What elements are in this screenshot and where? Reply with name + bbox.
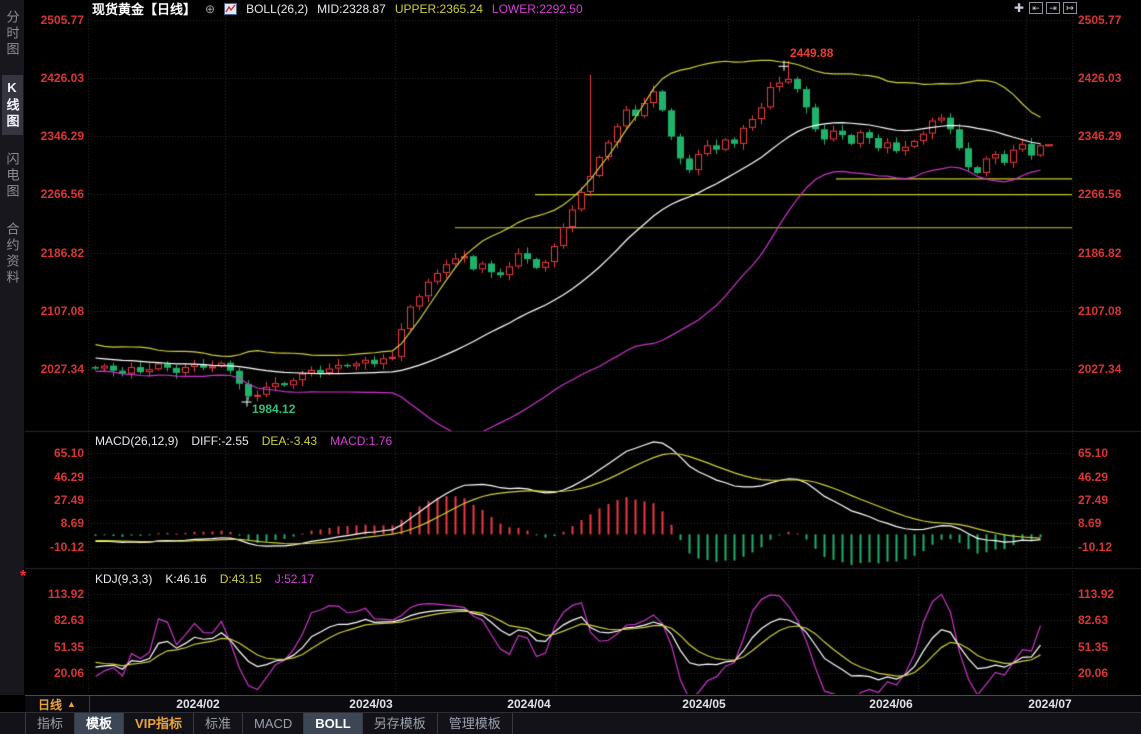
toolbar-item-vip-indicators[interactable]: VIP指标 — [124, 713, 194, 734]
macd-axis-label-left: 46.29 — [53, 469, 84, 484]
x-axis-row: 日线 ▲ 2024/02 2024/03 2024/04 2024/05 2024/06… — [0, 695, 1141, 712]
price-axis-label-right: 2186.82 — [1078, 245, 1122, 260]
macd-axis-label-right: 8.69 — [1078, 516, 1102, 531]
scale-left-icon[interactable]: ⇤ — [1029, 2, 1043, 14]
macd-axis-label-left: 8.69 — [60, 516, 84, 531]
kdj-d-value: D:43.15 — [219, 572, 262, 586]
price-axis-label-left: 2505.77 — [40, 13, 84, 27]
toolbar-item-templates[interactable]: 模板 — [75, 713, 125, 734]
expand-icon[interactable]: ⊕ — [205, 1, 216, 16]
kdj-axis-label-right: 82.63 — [1078, 613, 1109, 628]
sidebar-item-kline-chart[interactable]: K线图 — [1, 75, 23, 135]
price-axis-label-left: 2266.56 — [40, 187, 84, 202]
price-axis-label-left: 2426.03 — [40, 71, 84, 86]
kdj-axis-label-left: 20.06 — [53, 666, 84, 680]
price-axis-label-right: 2426.03 — [1078, 71, 1122, 86]
toolbar-item-boll[interactable]: BOLL — [304, 713, 363, 734]
chevron-up-icon: ▲ — [67, 699, 76, 709]
month-label: 2024/04 — [507, 697, 551, 711]
macd-axis-label-left: 27.49 — [53, 493, 84, 507]
price-axis-label-right: 2107.08 — [1078, 303, 1122, 318]
bottom-toolbar: 指标 模板 VIP指标 标准 MACD BOLL 另存模板 管理模板 — [0, 712, 1141, 734]
symbol-title: 现货黄金【日线】 — [92, 2, 197, 17]
macd-axis-label-right: 46.29 — [1078, 469, 1109, 484]
price-axis-label-left: 2107.08 — [40, 303, 84, 318]
toolbar-item-macd[interactable]: MACD — [243, 713, 305, 734]
low-price-annotation: 1984.12 — [252, 402, 296, 416]
period-selector[interactable]: 日线 ▲ — [24, 696, 90, 712]
toolbar-item-save-template[interactable]: 另存模板 — [363, 713, 438, 734]
kdj-axis-label-left: 51.35 — [53, 639, 84, 654]
kdj-axis-label-right: 51.35 — [1078, 639, 1109, 654]
price-axis-label-right: 2346.29 — [1078, 129, 1122, 144]
price-axis-label-left: 2027.34 — [40, 362, 84, 376]
kdj-k-value: K:46.16 — [165, 572, 207, 586]
kdj-legend: KDJ(9,3,3) K:46.16 D:43.15 J:52.17 — [95, 572, 314, 586]
chart-header: 现货黄金【日线】 ⊕ BOLL(26,2) MID:2328.87 UPPER:… — [92, 1, 583, 18]
month-label: 2024/06 — [869, 697, 913, 711]
mini-chart-icon — [224, 2, 238, 15]
boll-indicator-label: BOLL(26,2) — [246, 1, 309, 16]
macd-title: MACD(26,12,9) — [95, 434, 179, 448]
pan-right-icon[interactable]: ↦ — [1063, 2, 1077, 14]
month-label: 2024/05 — [682, 697, 726, 711]
macd-axis-label-right: 65.10 — [1078, 446, 1109, 460]
scale-right-icon[interactable]: ⇥ — [1046, 2, 1060, 14]
macd-diff-value: DIFF:-2.55 — [191, 434, 249, 448]
window-controls: ✚ ⇤ ⇥ ↦ — [1012, 2, 1077, 14]
sidebar: 分时图 K线图 闪电图 合约资料 — [0, 0, 25, 695]
macd-legend: MACD(26,12,9) DIFF:-2.55 DEA:-3.43 MACD:… — [95, 434, 392, 448]
macd-axis-label-left: -10.12 — [49, 540, 84, 554]
price-axis-label-left: 2346.29 — [40, 129, 84, 144]
toolbar-item-manage-templates[interactable]: 管理模板 — [438, 713, 513, 734]
layout-grid-icon[interactable]: ✚ — [1013, 1, 1025, 15]
sidebar-item-flash-chart[interactable]: 闪电图 — [4, 152, 20, 200]
boll-lower-value: LOWER:2292.50 — [491, 1, 583, 16]
kdj-axis-label-right: 113.92 — [1078, 587, 1115, 601]
month-label: 2024/02 — [176, 697, 220, 711]
price-axis-label-left: 2186.82 — [40, 245, 84, 260]
period-label: 日线 — [38, 697, 63, 712]
price-axis-label-right: 2266.56 — [1078, 187, 1122, 202]
macd-macd-value: MACD:1.76 — [330, 434, 393, 448]
high-price-annotation: 2449.88 — [790, 46, 834, 60]
toolbar-item-standard[interactable]: 标准 — [194, 713, 244, 734]
kdj-axis-label-right: 20.06 — [1078, 666, 1109, 680]
macd-axis-label-right: 27.49 — [1078, 493, 1109, 507]
boll-upper-value: UPPER:2365.24 — [394, 1, 483, 16]
price-axis-label-right: 2027.34 — [1078, 362, 1122, 376]
month-label: 2024/03 — [349, 697, 393, 711]
macd-axis-label-left: 65.10 — [53, 446, 84, 460]
macd-dea-value: DEA:-3.43 — [261, 434, 318, 448]
kdj-axis-label-left: 82.63 — [53, 613, 84, 628]
boll-mid-value: MID:2328.87 — [317, 1, 386, 16]
kdj-axis-label-left: 113.92 — [47, 587, 84, 601]
sidebar-item-time-chart[interactable]: 分时图 — [4, 10, 20, 58]
month-label: 2024/07 — [1028, 697, 1072, 711]
kdj-title: KDJ(9,3,3) — [95, 572, 153, 586]
toolbar-item-indicators[interactable]: 指标 — [25, 713, 76, 734]
price-axis-label-right: 2505.77 — [1078, 13, 1122, 27]
kdj-j-value: J:52.17 — [274, 572, 315, 586]
macd-axis-label-right: -10.12 — [1078, 540, 1113, 554]
alert-icon[interactable]: * — [20, 568, 27, 585]
sidebar-item-contract-info[interactable]: 合约资料 — [4, 222, 20, 286]
